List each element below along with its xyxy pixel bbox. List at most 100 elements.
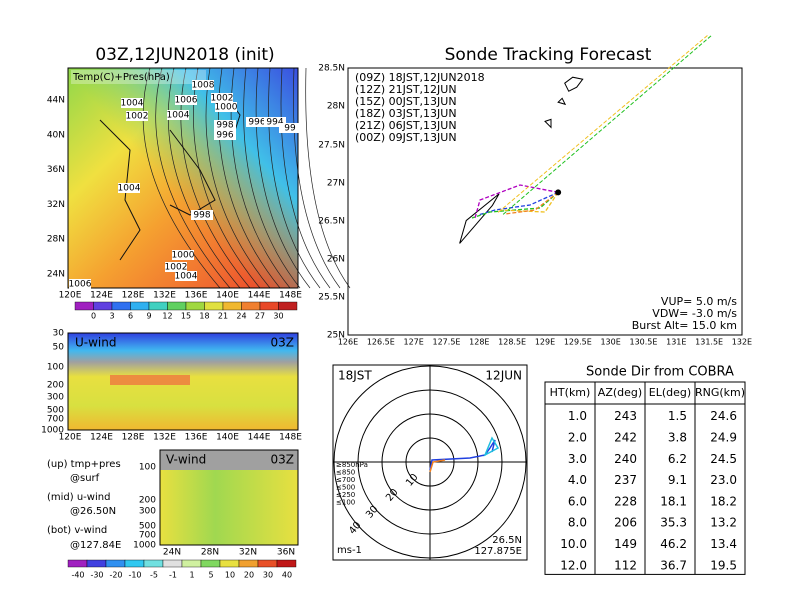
table-cell: 24.5 bbox=[710, 452, 737, 466]
contour-label: 998 bbox=[193, 211, 210, 221]
colorbar-label: 21 bbox=[218, 312, 228, 321]
table-cell: 240 bbox=[614, 452, 637, 466]
colorbar-cell bbox=[162, 559, 183, 568]
track bbox=[471, 191, 559, 219]
contour-label-bg bbox=[126, 111, 148, 121]
contour-label-bg bbox=[175, 95, 197, 105]
legend-entry: (00Z) 09JST,13JUN bbox=[355, 131, 457, 144]
table-cell: 24.9 bbox=[710, 430, 737, 444]
island bbox=[544, 76, 584, 129]
isobar bbox=[305, 67, 351, 289]
y-label: 300 bbox=[47, 393, 64, 403]
colorbar-cell bbox=[74, 301, 94, 311]
table-cell: 242 bbox=[614, 430, 637, 444]
x-label: 136E bbox=[185, 433, 208, 443]
x-label: 140E bbox=[216, 433, 239, 443]
contour-label-bg bbox=[69, 279, 91, 289]
polar-legend: ≤700 bbox=[336, 476, 355, 484]
legend-entry: (15Z) 00JST,13JUN bbox=[355, 95, 457, 108]
x-label: 148E bbox=[279, 291, 302, 301]
isobar bbox=[205, 67, 271, 289]
colorbar-cell bbox=[167, 301, 187, 311]
y-label: 100 bbox=[47, 363, 64, 373]
x-label: 148E bbox=[279, 433, 302, 443]
table-cell: 237 bbox=[614, 473, 637, 487]
colorbar-label: -20 bbox=[109, 571, 122, 580]
polar-lon: 127.875E bbox=[474, 546, 522, 557]
table-cell: 243 bbox=[614, 409, 637, 423]
colorbar-label: 1 bbox=[189, 571, 194, 580]
v-frame bbox=[159, 449, 299, 546]
x-label: 128E bbox=[122, 291, 145, 301]
contour-label: 996 bbox=[216, 131, 233, 141]
x-label: 128.5E bbox=[498, 338, 526, 347]
table-cell: 46.2 bbox=[660, 537, 687, 551]
contour-label: 1004 bbox=[118, 184, 141, 194]
y-label: 700 bbox=[139, 531, 156, 541]
y-label: 32N bbox=[47, 200, 65, 210]
contour-label: 1004 bbox=[175, 272, 198, 282]
legend-entry: (12Z) 21JST,12JUN bbox=[355, 83, 457, 96]
tracking-title: Sonde Tracking Forecast bbox=[445, 45, 652, 65]
ring-label: 30 bbox=[364, 504, 381, 521]
colorbar-cell bbox=[148, 301, 168, 311]
x-label: 128E bbox=[122, 433, 145, 443]
colorbar-cell bbox=[278, 301, 298, 311]
param: VDW= -3.0 m/s bbox=[652, 307, 737, 320]
table-cell: 36.7 bbox=[660, 558, 687, 572]
contour-label: 1000 bbox=[215, 103, 238, 113]
x-label: 120E bbox=[59, 433, 82, 443]
x-label: 130.5E bbox=[629, 338, 657, 347]
colorbar-label: 30 bbox=[263, 571, 273, 580]
table-cell: 149 bbox=[614, 537, 637, 551]
contour-label: 1002 bbox=[165, 263, 188, 273]
contour-label: 1006 bbox=[175, 96, 198, 106]
track bbox=[499, 191, 559, 213]
colorbar-label: 40 bbox=[282, 571, 292, 580]
colorbar-cell bbox=[276, 559, 297, 568]
isobar bbox=[142, 67, 221, 289]
table-header: AZ(deg) bbox=[598, 386, 642, 399]
y-label: 26N bbox=[327, 255, 345, 265]
x-label: 131E bbox=[666, 338, 686, 347]
colorbar-cell bbox=[111, 301, 131, 311]
contour-label: 1002 bbox=[211, 94, 234, 104]
table-cell: 13.2 bbox=[710, 516, 737, 530]
table-cell: 1.0 bbox=[568, 409, 587, 423]
colorbar-label: 5 bbox=[208, 571, 213, 580]
x-label: 129.5E bbox=[564, 338, 592, 347]
y-label: 200 bbox=[139, 496, 156, 506]
polar-legend: ≤850 bbox=[336, 469, 355, 477]
param: VUP= 5.0 m/s bbox=[661, 295, 737, 308]
colorbar-cell bbox=[241, 301, 261, 311]
x-label: 128E bbox=[469, 338, 489, 347]
y-label: 30 bbox=[53, 329, 65, 339]
x-label: 32N bbox=[239, 548, 257, 558]
track bbox=[504, 191, 559, 215]
hodograph bbox=[483, 436, 500, 457]
contour-label: 1000 bbox=[172, 251, 195, 261]
launch-point bbox=[555, 189, 562, 196]
colorbar-label: 12 bbox=[162, 312, 172, 321]
x-label: 144E bbox=[248, 433, 271, 443]
x-label: 120E bbox=[59, 291, 82, 301]
contour-label-bg bbox=[172, 250, 194, 260]
v-label: V-wind bbox=[166, 453, 206, 467]
y-label: 24N bbox=[47, 270, 65, 280]
colorbar-label: -30 bbox=[90, 571, 103, 580]
x-label: 36N bbox=[277, 548, 295, 558]
colorbar-label: 9 bbox=[146, 312, 151, 321]
contour-label: 1002 bbox=[126, 112, 149, 122]
colorbar-cell bbox=[143, 559, 164, 568]
note: @127.84E bbox=[70, 540, 121, 551]
u-time: 03Z bbox=[271, 336, 295, 350]
x-label: 132E bbox=[732, 338, 752, 347]
table-cell: 24.6 bbox=[710, 409, 737, 423]
colorbar-cell bbox=[86, 559, 107, 568]
note: @26.50N bbox=[70, 506, 116, 517]
contour-label-bg bbox=[215, 102, 237, 112]
x-label: 28N bbox=[201, 548, 219, 558]
tracking-frame bbox=[347, 67, 743, 336]
legend-entry: (18Z) 03JST,13JUN bbox=[355, 107, 457, 120]
y-label: 1000 bbox=[41, 426, 64, 436]
